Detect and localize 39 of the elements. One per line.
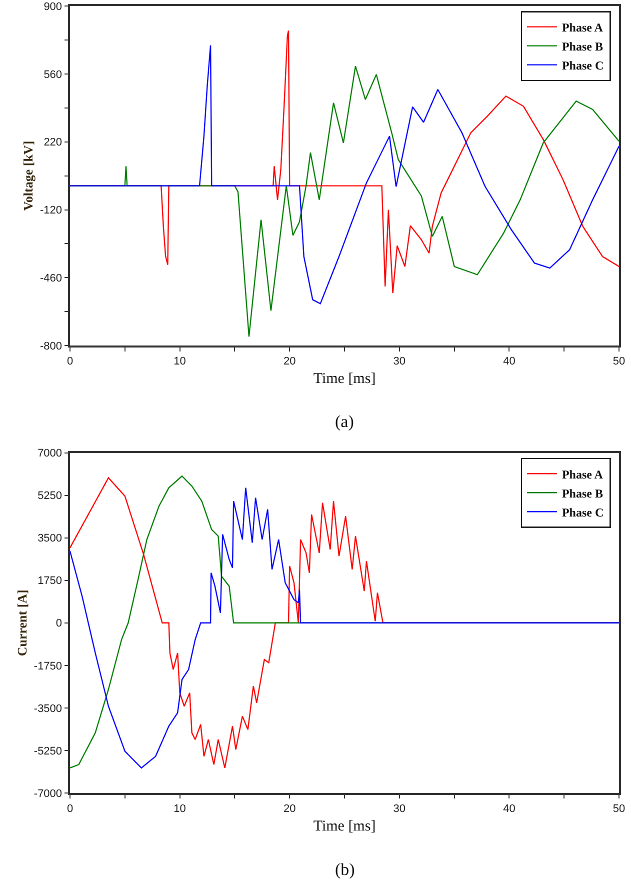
text: (b) [335, 860, 355, 879]
y-tick-label: 3500 [38, 532, 62, 545]
x-axis-title: Time [ms] [313, 818, 376, 834]
x-tick-label: 50 [612, 356, 626, 368]
x-tick-label: 30 [393, 802, 406, 815]
y-tick-label: -800 [40, 340, 62, 352]
y-axis-title: Voltage [kV] [20, 140, 36, 211]
y-tick-label: 5250 [38, 490, 62, 502]
y-tick-label: -5250 [34, 745, 62, 758]
legend-label: Phase B [562, 39, 603, 54]
legend-label: Phase B [562, 486, 603, 500]
text: (a) [335, 412, 354, 431]
legend-label: Phase C [562, 505, 604, 520]
y-tick-label: 1750 [38, 575, 62, 588]
legend-label: Phase A [562, 467, 604, 482]
x-tick-label: 40 [503, 802, 516, 815]
y-tick-label: 220 [44, 136, 62, 149]
y-tick-label: -120 [40, 204, 62, 217]
legend-label: Phase C [562, 58, 604, 72]
x-axis-title: Time [ms] [313, 371, 376, 388]
y-tick-label: -7000 [34, 788, 62, 800]
x-tick-label: 20 [283, 356, 296, 368]
x-tick-label: 20 [283, 802, 296, 815]
y-tick-label: -1750 [34, 660, 62, 672]
y-tick-label: 7000 [38, 448, 62, 460]
y-tick-label: 0 [56, 618, 62, 630]
x-tick-label: 10 [174, 356, 186, 368]
legend-label: Phase A [562, 20, 604, 34]
y-tick-label: 560 [44, 68, 62, 81]
y-tick-label: -3500 [34, 702, 62, 715]
x-tick-label: 50 [612, 802, 626, 815]
x-tick-label: 0 [66, 802, 74, 815]
y-tick-label: 900 [44, 0, 62, 13]
x-tick-label: 30 [393, 356, 406, 368]
x-tick-label: 0 [66, 356, 74, 368]
y-tick-label: -460 [40, 272, 62, 285]
y-axis-title: Current [A] [14, 590, 30, 656]
x-tick-label: 10 [174, 802, 186, 815]
x-tick-label: 40 [503, 356, 516, 368]
